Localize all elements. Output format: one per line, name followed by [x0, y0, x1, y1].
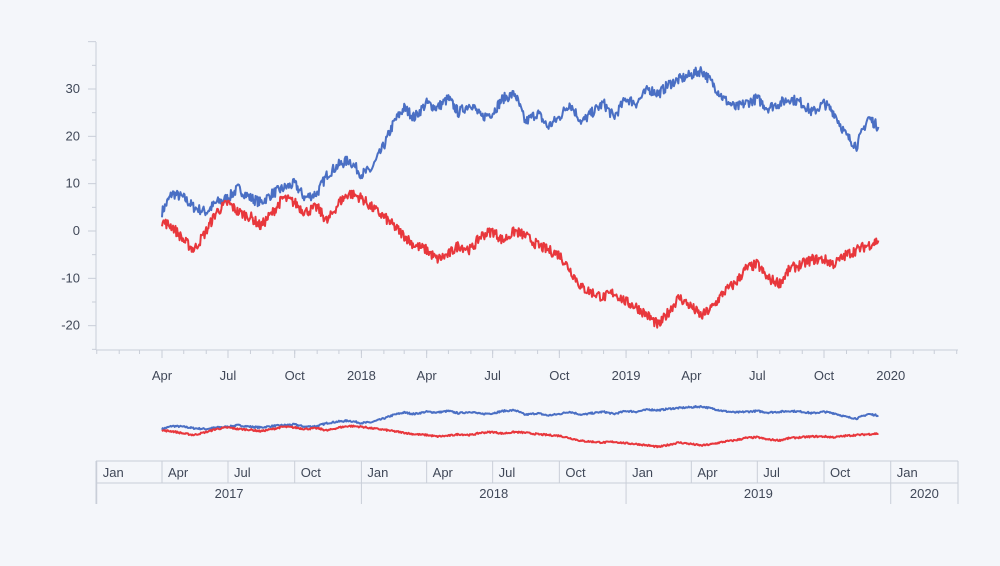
navigator-year-label[interactable]: 2020: [910, 486, 939, 501]
x-tick-label: 2020: [876, 368, 905, 383]
navigator-year-label[interactable]: 2019: [744, 486, 773, 501]
y-tick-label: 20: [66, 128, 80, 143]
navigator-axis[interactable]: Jan Apr Jul Oct Jan Apr Jul Oct Jan Apr Jul Oct Jan 2…: [95, 460, 959, 504]
navigator-month-label[interactable]: Oct: [565, 465, 586, 480]
navigator-month-label[interactable]: Jan: [367, 465, 388, 480]
x-tick-label: Oct: [549, 368, 570, 383]
main-plot: 30 20 10 0 -10 -20 Apr Jul Oct 2018 Apr Jul Oct 2019…: [61, 41, 958, 383]
x-axis: Apr Jul Oct 2018 Apr Jul Oct 2019 Apr Jul Oct 2020: [96, 349, 958, 383]
navigator-line-2: [161, 424, 879, 449]
x-tick-label: Jul: [749, 368, 766, 383]
x-tick-label: Apr: [152, 368, 173, 383]
navigator-year-label[interactable]: 2017: [215, 486, 244, 501]
y-tick-label: 0: [73, 223, 80, 238]
navigator-month-label[interactable]: Apr: [433, 465, 454, 480]
navigator-month-label[interactable]: Apr: [168, 465, 189, 480]
navigator-month-label[interactable]: Jan: [632, 465, 653, 480]
navigator-series: [161, 405, 879, 449]
navigator-month-label[interactable]: Jul: [234, 465, 251, 480]
x-tick-label: Apr: [417, 368, 438, 383]
y-tick-label: -10: [61, 270, 80, 285]
x-tick-label: Apr: [681, 368, 702, 383]
x-tick-label: Oct: [814, 368, 835, 383]
navigator-month-label[interactable]: Jan: [897, 465, 918, 480]
navigator-month-label[interactable]: Oct: [301, 465, 322, 480]
navigator-year-label[interactable]: 2018: [479, 486, 508, 501]
x-tick-label: 2019: [612, 368, 641, 383]
x-tick-label: Oct: [285, 368, 306, 383]
navigator-line-1: [161, 405, 879, 431]
x-tick-label: Jul: [484, 368, 501, 383]
y-axis: 30 20 10 0 -10 -20: [61, 41, 97, 350]
y-tick-label: 10: [66, 176, 80, 191]
y-tick-label: -20: [61, 318, 80, 333]
navigator-month-label[interactable]: Jul: [763, 465, 780, 480]
navigator-month-label[interactable]: Jul: [499, 465, 516, 480]
navigator-month-label[interactable]: Oct: [830, 465, 851, 480]
y-tick-label: 30: [66, 81, 80, 96]
x-tick-label: 2018: [347, 368, 376, 383]
series-line-2[interactable]: [161, 189, 880, 329]
series-group: [161, 66, 880, 329]
navigator-month-label[interactable]: Jan: [103, 465, 124, 480]
series-line-1[interactable]: [161, 66, 880, 218]
navigator-month-label[interactable]: Apr: [697, 465, 718, 480]
x-tick-label: Jul: [220, 368, 237, 383]
range-navigator[interactable]: Jan Apr Jul Oct Jan Apr Jul Oct Jan Apr Jul Oct Jan 2…: [95, 405, 959, 504]
